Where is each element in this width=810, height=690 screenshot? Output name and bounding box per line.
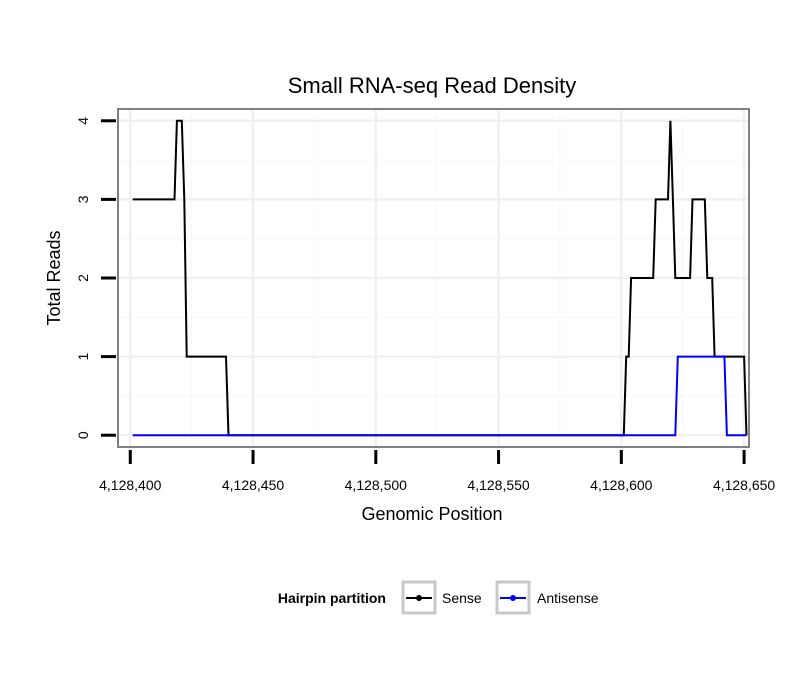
x-tick-label: 4,128,650 bbox=[713, 477, 775, 493]
legend-point-sense bbox=[416, 595, 422, 601]
legend-label-sense: Sense bbox=[442, 590, 482, 606]
x-tick-label: 4,128,600 bbox=[590, 477, 652, 493]
legend-label-antisense: Antisense bbox=[537, 590, 599, 606]
x-tick-label: 4,128,400 bbox=[99, 477, 161, 493]
y-tick-label: 3 bbox=[75, 195, 91, 203]
y-axis: 0 1 2 3 4 bbox=[75, 117, 116, 439]
grid-lines bbox=[118, 109, 749, 447]
series-line-sense bbox=[132, 119, 748, 437]
legend: Hairpin partition Sense Antisense bbox=[278, 580, 599, 615]
x-tick-label: 4,128,550 bbox=[467, 477, 529, 493]
x-axis: 4,128,400 4,128,450 4,128,500 4,128,550 4,12… bbox=[99, 450, 775, 493]
x-tick-label: 4,128,500 bbox=[345, 477, 407, 493]
y-tick-label: 1 bbox=[75, 353, 91, 361]
plot-panel bbox=[117, 108, 750, 448]
chart-title: Small RNA-seq Read Density bbox=[288, 73, 577, 98]
legend-point-antisense bbox=[510, 595, 516, 601]
y-axis-label: Total Reads bbox=[44, 230, 64, 325]
x-axis-label: Genomic Position bbox=[361, 504, 502, 524]
series-line-antisense bbox=[132, 355, 747, 437]
legend-item-antisense: Antisense bbox=[495, 580, 599, 615]
y-tick-label: 4 bbox=[75, 117, 91, 125]
y-tick-label: 2 bbox=[75, 274, 91, 282]
legend-item-sense: Sense bbox=[401, 580, 482, 615]
plot-border bbox=[117, 108, 750, 448]
legend-title: Hairpin partition bbox=[278, 590, 386, 606]
x-tick-label: 4,128,450 bbox=[222, 477, 284, 493]
y-tick-label: 0 bbox=[75, 431, 91, 439]
series-lines bbox=[132, 119, 748, 437]
